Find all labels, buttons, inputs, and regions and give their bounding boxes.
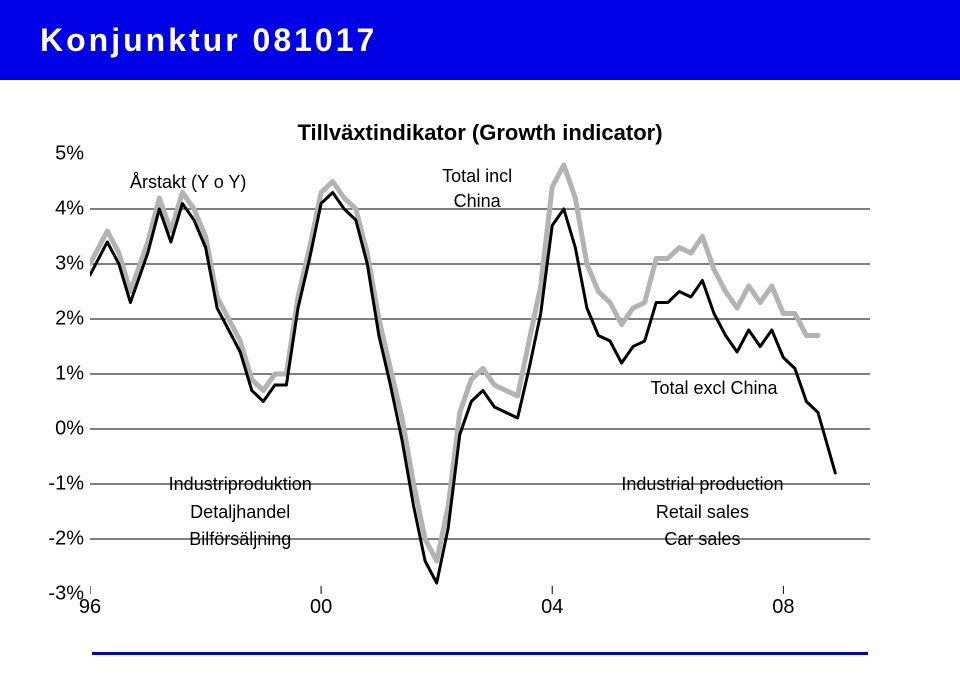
- chart-container: Tillväxtindikator (Growth indicator) 5%4…: [90, 120, 870, 600]
- y-axis-label: 5%: [34, 143, 84, 166]
- x-axis-label: 04: [541, 596, 563, 619]
- chart-annotation: China: [454, 190, 501, 213]
- y-axis-label: -2%: [34, 528, 84, 551]
- footer-accent-line: [92, 652, 868, 655]
- y-axis-label: -3%: [34, 583, 84, 606]
- y-axis-label: 0%: [34, 418, 84, 441]
- x-axis-label: 00: [310, 596, 332, 619]
- slide-title: Konjunktur 081017: [40, 22, 377, 59]
- x-axis-label: 96: [79, 596, 101, 619]
- y-axis-label: 2%: [34, 308, 84, 331]
- y-axis-label: 1%: [34, 363, 84, 386]
- title-bar: Konjunktur 081017: [0, 0, 960, 80]
- chart-annotation: Total excl China: [650, 377, 777, 400]
- y-axis-label: 4%: [34, 198, 84, 221]
- chart-annotation: Årstakt (Y o Y): [130, 170, 246, 193]
- y-axis-label: 3%: [34, 253, 84, 276]
- chart-annotation: Detaljhandel: [190, 500, 290, 523]
- chart-annotation: Car sales: [664, 528, 740, 551]
- chart-annotation: Retail sales: [656, 500, 749, 523]
- x-axis-label: 08: [772, 596, 794, 619]
- chart-plot-area: 5%4%3%2%1%0%-1%-2%-3%96000408Årstakt (Y …: [90, 154, 870, 594]
- chart-annotation: Total incl: [442, 165, 512, 188]
- chart-annotation: Industrial production: [621, 473, 783, 496]
- chart-title: Tillväxtindikator (Growth indicator): [90, 120, 870, 146]
- y-axis-label: -1%: [34, 473, 84, 496]
- slide-root: Konjunktur 081017 Tillväxtindikator (Gro…: [0, 0, 960, 679]
- chart-annotation: Industriproduktion: [169, 473, 312, 496]
- chart-annotation: Bilförsäljning: [189, 528, 291, 551]
